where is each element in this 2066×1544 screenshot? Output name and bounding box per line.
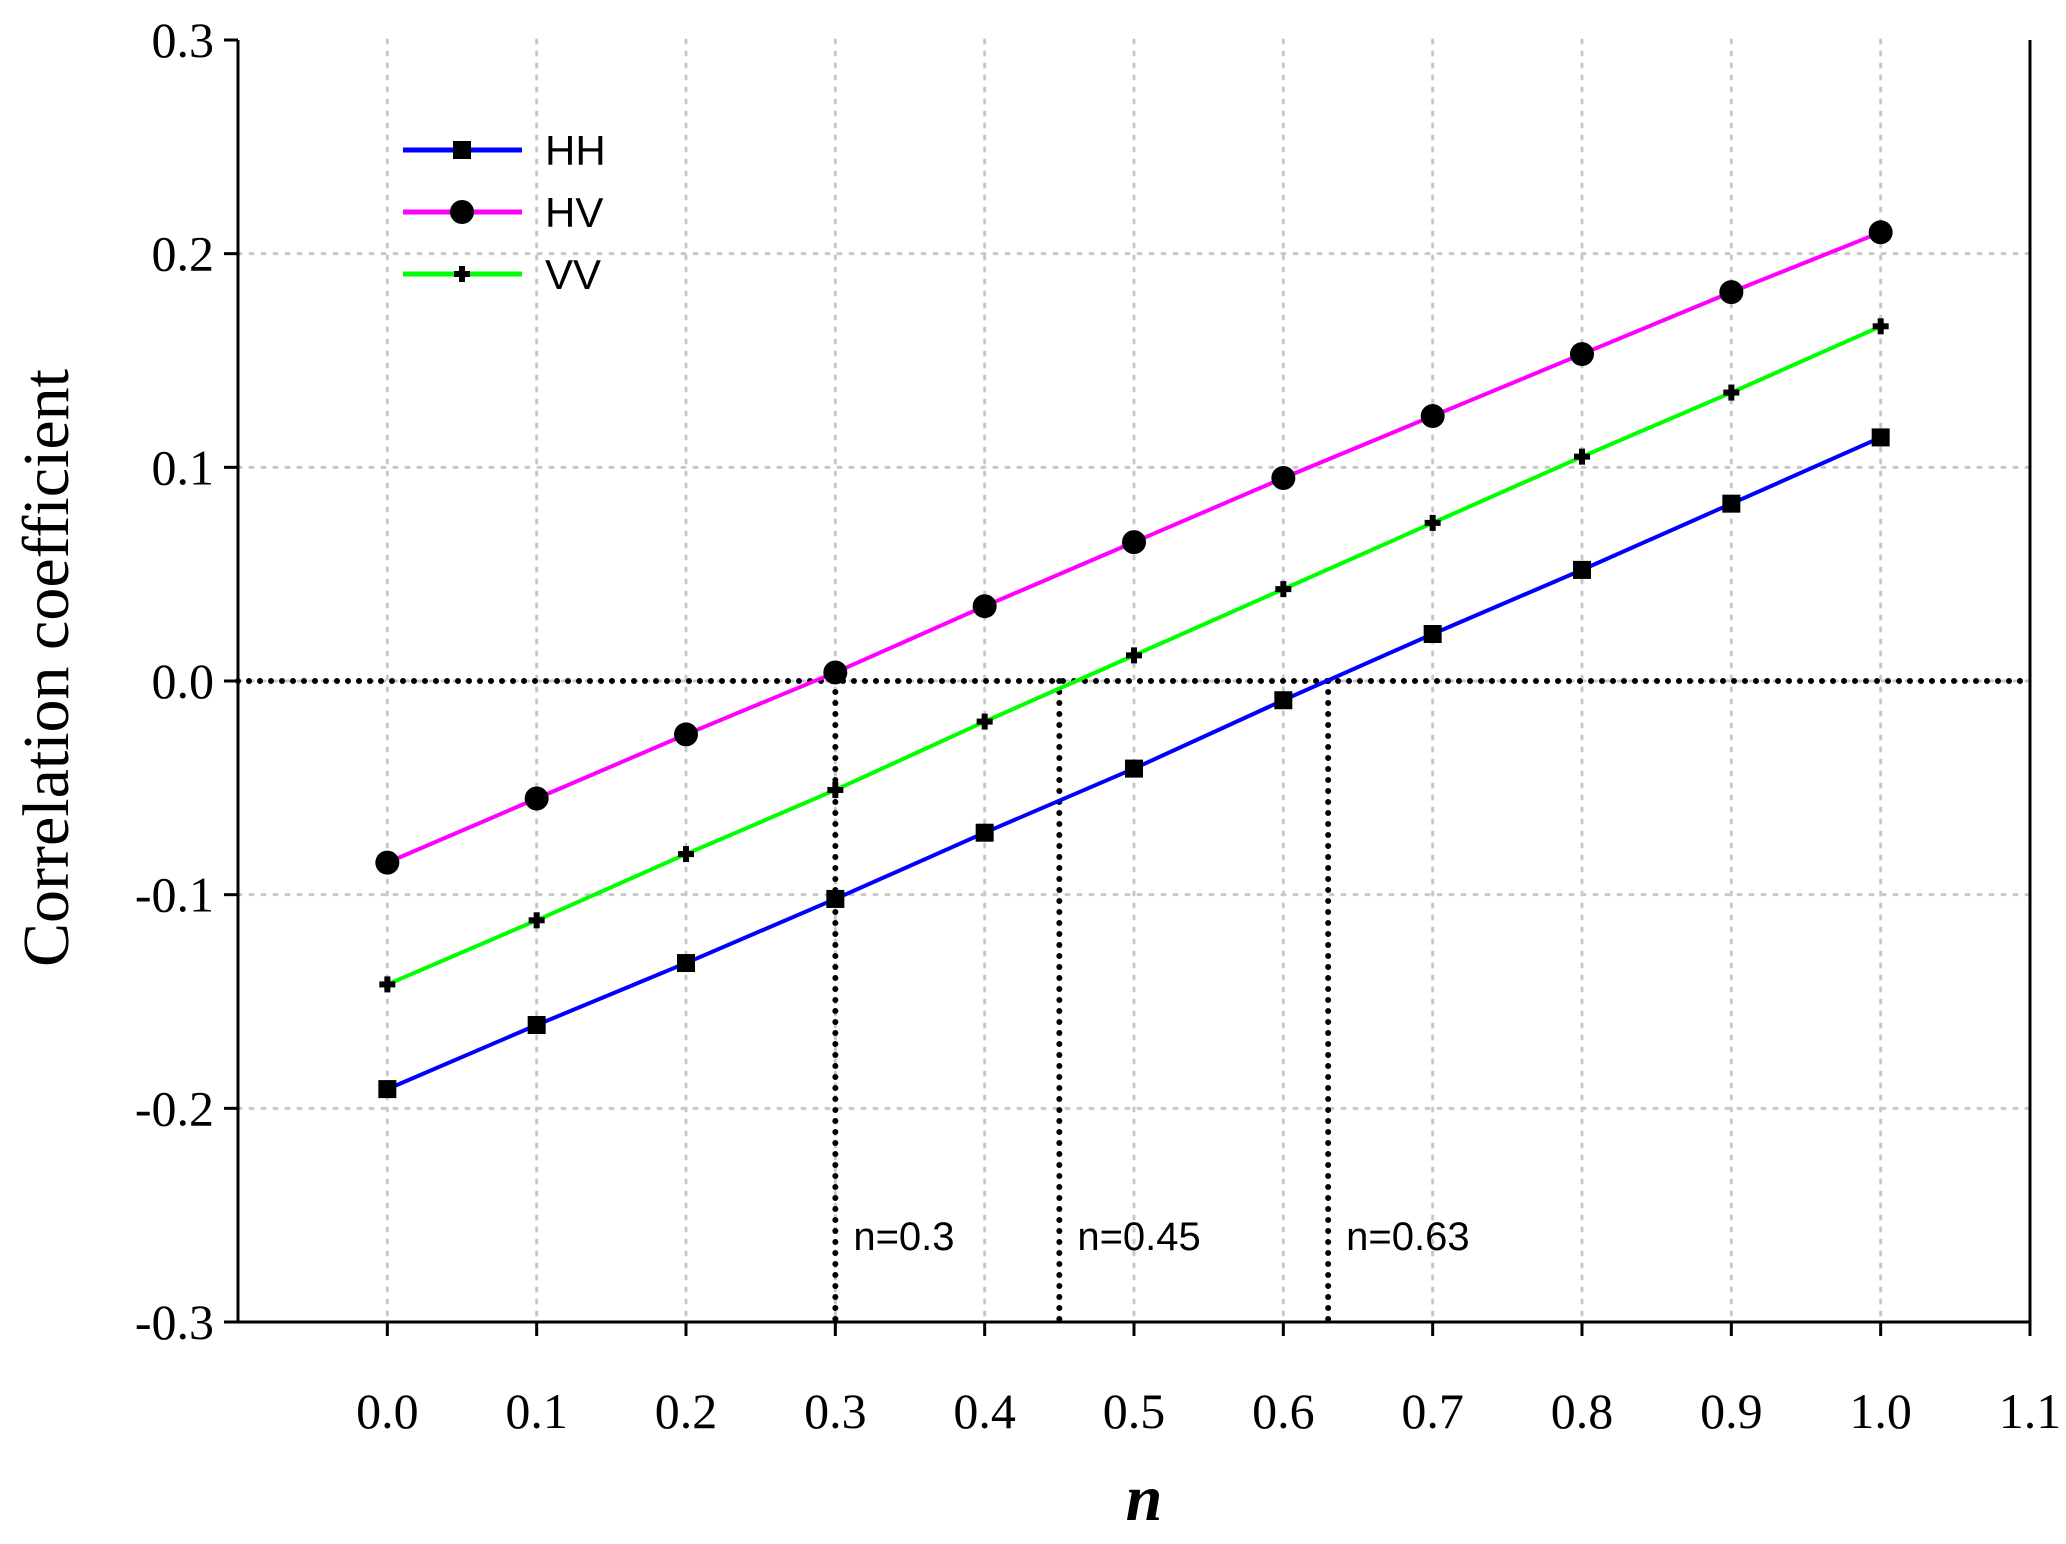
marker-bar-v (683, 846, 689, 863)
y-tick-label: 0.3 (152, 12, 215, 68)
data-point (1274, 691, 1293, 710)
x-axis-title: n (1126, 1462, 1163, 1535)
y-tick-label: 0.2 (152, 226, 215, 282)
data-point (528, 912, 545, 929)
data-point (1872, 318, 1889, 335)
data-point (1126, 647, 1142, 664)
x-tick-label: 1.1 (1999, 1383, 2062, 1439)
x-tick-label: 0.7 (1401, 1383, 1464, 1439)
marker-bar-v (533, 912, 540, 929)
series-vv (379, 318, 1889, 993)
crossing-annotation: n=0.3 (853, 1215, 954, 1259)
marker-bar-v (459, 266, 465, 282)
grid (236, 38, 2032, 1324)
marker-bar-v (1579, 448, 1585, 465)
y-axis-title: Correlation coefficient (10, 369, 83, 967)
y-tick-label: -0.3 (135, 1294, 214, 1350)
data-point (379, 976, 396, 993)
marker-bar-v (1429, 514, 1436, 531)
y-tick-label: 0.0 (152, 653, 215, 709)
x-tick-label: 0.1 (505, 1383, 568, 1439)
data-point (1122, 530, 1146, 555)
data-point (826, 889, 845, 908)
data-point (677, 954, 695, 973)
data-point (1719, 280, 1744, 305)
data-point (823, 660, 848, 685)
series-hv (375, 220, 1893, 875)
data-point (1271, 466, 1296, 491)
legend-item-hh: HH (403, 127, 606, 174)
data-point (1420, 404, 1445, 429)
data-point (1573, 560, 1591, 579)
legend-marker (453, 141, 471, 159)
legend-label: HV (545, 189, 603, 236)
data-point (375, 850, 400, 875)
legend-marker (454, 266, 470, 282)
legend: HH HV VV (403, 127, 606, 298)
data-point (1125, 759, 1143, 778)
data-point (1722, 494, 1741, 513)
data-point (1424, 514, 1441, 531)
x-tick-label: 1.0 (1849, 1383, 1912, 1439)
x-tick-label: 0.4 (953, 1383, 1016, 1439)
crossing-annotation: n=0.45 (1077, 1215, 1200, 1259)
legend-marker (450, 200, 474, 224)
data-point (1723, 384, 1740, 401)
marker-bar-v (384, 976, 391, 993)
data-point (527, 1016, 546, 1035)
data-point (1868, 220, 1893, 245)
y-tick-label: -0.2 (135, 1080, 214, 1136)
x-tick-label: 0.8 (1551, 1383, 1614, 1439)
x-tick-label: 0.3 (804, 1383, 867, 1439)
data-point (1570, 342, 1594, 367)
data-point (678, 846, 694, 863)
marker-bar-v (832, 781, 839, 798)
data-point (378, 1080, 397, 1099)
data-point (827, 781, 844, 798)
marker-bar-v (1728, 384, 1735, 401)
legend-item-vv: VV (403, 251, 601, 298)
x-tick-label: 0.0 (356, 1383, 419, 1439)
data-point (1574, 448, 1590, 465)
marker-bar-v (1280, 581, 1287, 598)
marker-bar-v (1877, 318, 1884, 335)
marker-bar-v (981, 713, 988, 730)
x-tick-label: 0.5 (1103, 1383, 1166, 1439)
data-point (1423, 624, 1442, 643)
legend-label: HH (545, 127, 606, 174)
crossing-annotation: n=0.63 (1346, 1215, 1469, 1259)
reference-lines (235, 678, 2033, 1325)
series-hh (378, 428, 1890, 1099)
x-tick-label: 0.9 (1700, 1383, 1763, 1439)
series-group (375, 220, 1893, 1099)
y-tick-label: 0.1 (152, 439, 215, 495)
x-tick-label: 0.2 (655, 1383, 718, 1439)
y-tick-label: -0.1 (135, 867, 214, 923)
data-point (524, 786, 549, 811)
data-point (975, 823, 994, 842)
data-point (976, 713, 993, 730)
data-point (674, 722, 698, 747)
marker-bar-v (1131, 647, 1137, 664)
annotations: n=0.3 n=0.45 n=0.63 (853, 1215, 1469, 1259)
axes: -0.3 -0.2 -0.1 0.0 0.1 0.2 0.3 0.0 0.1 0.2 0.3 0.4 0… (135, 12, 2061, 1439)
x-tick-label: 0.6 (1252, 1383, 1315, 1439)
data-point (1871, 428, 1890, 447)
data-point (1275, 581, 1292, 598)
legend-label: VV (545, 251, 601, 298)
legend-item-hv: HV (403, 189, 603, 236)
data-point (972, 594, 997, 619)
